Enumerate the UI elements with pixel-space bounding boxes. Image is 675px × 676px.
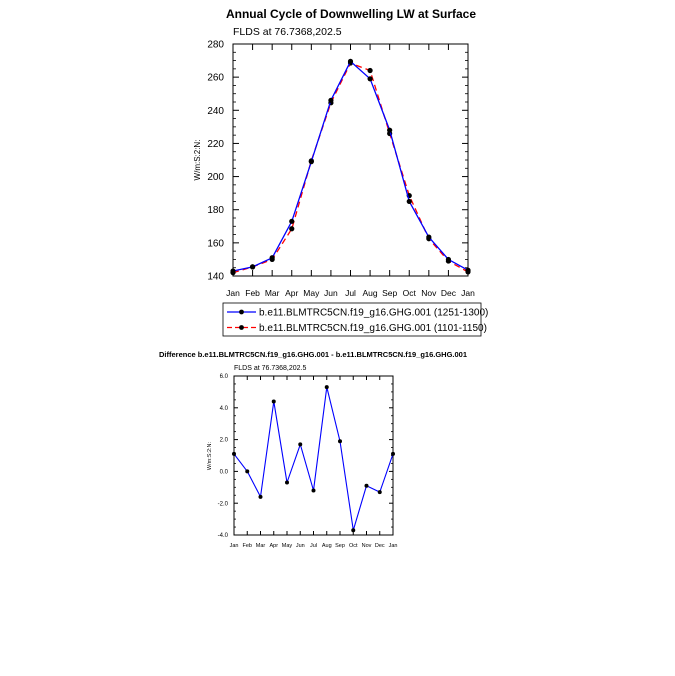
diff-chart-series-1-point <box>245 469 250 474</box>
main-chart-y-tick-label: 260 <box>207 73 224 84</box>
main-chart-series-1-point <box>289 218 295 224</box>
main-chart-x-tick-label: Sep <box>382 288 397 298</box>
main-chart-series-1-point <box>406 198 412 205</box>
main-chart-x-tick-label: Dec <box>441 288 457 298</box>
main-chart-y-tick-label: 280 <box>207 40 224 51</box>
diff-chart-series-1-point <box>311 488 316 493</box>
diff-chart-x-tick-label: Nov <box>362 543 372 549</box>
diff-chart-x-tick-label: Jun <box>296 543 305 549</box>
main-chart-series-1-point <box>367 76 373 82</box>
diff-chart-series-1-point <box>232 451 236 456</box>
legend-marker-2 <box>239 325 244 330</box>
diff-chart: Difference b.e11.BLMTRC5CN.f19_g16.GHG.0… <box>159 350 467 549</box>
main-chart-subtitle: FLDS at 76.7368,202.5 <box>233 26 342 38</box>
main-chart-series-2-point <box>367 67 373 74</box>
diff-chart-series-1-point <box>258 494 263 499</box>
diff-chart-series-1-point <box>377 490 382 495</box>
main-chart-series-1-point <box>347 58 354 64</box>
main-chart-y-tick-label: 140 <box>207 272 224 283</box>
main-chart-series-2-point <box>289 226 295 232</box>
legend-label-1: b.e11.BLMTRC5CN.f19_g16.GHG.001 (1251-13… <box>259 308 488 319</box>
main-chart-x-tick-label: Mar <box>265 288 280 298</box>
main-chart-y-tick-label: 160 <box>207 238 224 249</box>
diff-chart-x-tick-label: Mar <box>256 543 266 549</box>
diff-chart-series-1-point <box>285 480 289 485</box>
diff-chart-x-tick-label: Apr <box>269 543 278 549</box>
main-chart-x-tick-label: Aug <box>363 288 378 298</box>
diff-chart-y-tick-label: -4.0 <box>218 533 229 539</box>
main-chart-x-tick-label: Nov <box>421 288 437 298</box>
diff-chart-plot-frame <box>233 375 394 536</box>
legend-box <box>222 302 482 337</box>
main-chart-series-1-point <box>230 268 236 274</box>
main-chart-series-1-point <box>445 256 452 263</box>
main-chart: Annual Cycle of Downwelling LW at Surfac… <box>193 7 488 337</box>
diff-chart-x-tick-label: Aug <box>322 543 332 549</box>
main-chart-x-tick-label: Feb <box>245 288 260 298</box>
main-chart-series-1-point <box>328 97 334 103</box>
main-chart-y-tick-label: 240 <box>207 106 224 117</box>
main-chart-series-1-point <box>269 255 275 261</box>
diff-chart-series-line-1 <box>233 386 394 531</box>
diff-chart-series-1-point <box>271 399 276 404</box>
main-chart-x-tick-label: Apr <box>285 288 298 298</box>
main-chart-series-1-point <box>249 264 256 270</box>
main-chart-x-tick-label: Jun <box>324 288 338 298</box>
diff-chart-series-1-point <box>391 451 395 456</box>
legend: b.e11.BLMTRC5CN.f19_g16.GHG.001 (1251-13… <box>222 302 488 337</box>
diff-chart-x-tick-label: Jul <box>310 543 317 549</box>
main-chart-series-1-point <box>465 267 471 273</box>
diff-chart-y-tick-label: -2.0 <box>218 501 229 507</box>
diff-chart-y-tick-label: 4.0 <box>220 406 229 412</box>
diff-chart-title: Difference b.e11.BLMTRC5CN.f19_g16.GHG.0… <box>159 350 467 359</box>
main-chart-title: Annual Cycle of Downwelling LW at Surfac… <box>226 7 476 21</box>
legend-marker-1 <box>239 309 244 315</box>
main-chart-x-tick-label: Jan <box>461 288 475 298</box>
diff-chart-subtitle: FLDS at 76.7368,202.5 <box>234 365 306 372</box>
diff-chart-x-tick-label: Dec <box>375 543 385 549</box>
main-chart-y-tick-label: 200 <box>207 172 224 183</box>
main-chart-x-tick-label: Oct <box>403 288 417 298</box>
main-chart-x-tick-label: May <box>303 288 320 298</box>
main-chart-x-tick-label: Jul <box>345 288 356 298</box>
main-chart-series-1-point <box>308 159 314 165</box>
main-chart-y-tick-label: 180 <box>207 205 224 216</box>
diff-chart-y-tick-label: 6.0 <box>220 374 229 380</box>
diff-chart-x-tick-label: Sep <box>335 543 345 549</box>
diff-chart-y-tick-label: 2.0 <box>220 438 229 444</box>
diff-chart-series-1-point <box>351 528 356 533</box>
diff-chart-y-axis-label: W/m:S:2:N: <box>207 441 213 470</box>
legend-label-2: b.e11.BLMTRC5CN.f19_g16.GHG.001 (1101-11… <box>259 323 487 334</box>
main-chart-series-line-1 <box>232 60 469 272</box>
diff-chart-y-tick-label: 0.0 <box>220 470 229 476</box>
main-chart-y-axis-label: W/m:S:2:N: <box>193 140 202 181</box>
diff-chart-series-1-point <box>338 439 342 444</box>
diff-chart-x-tick-label: Feb <box>243 543 252 549</box>
main-chart-series-1-point <box>426 234 432 240</box>
diff-chart-x-tick-label: Jan <box>230 543 239 549</box>
diff-chart-x-tick-label: May <box>282 543 293 549</box>
diff-chart-series-1-point <box>364 483 369 488</box>
diff-chart-x-tick-label: Jan <box>389 543 398 549</box>
diff-chart-series-1-point <box>324 385 329 390</box>
diff-chart-series-1-point <box>298 442 303 447</box>
main-chart-series-1-point <box>387 127 393 133</box>
main-chart-y-tick-label: 220 <box>207 139 224 150</box>
main-chart-x-tick-label: Jan <box>226 288 240 298</box>
diff-chart-x-tick-label: Oct <box>349 543 358 549</box>
